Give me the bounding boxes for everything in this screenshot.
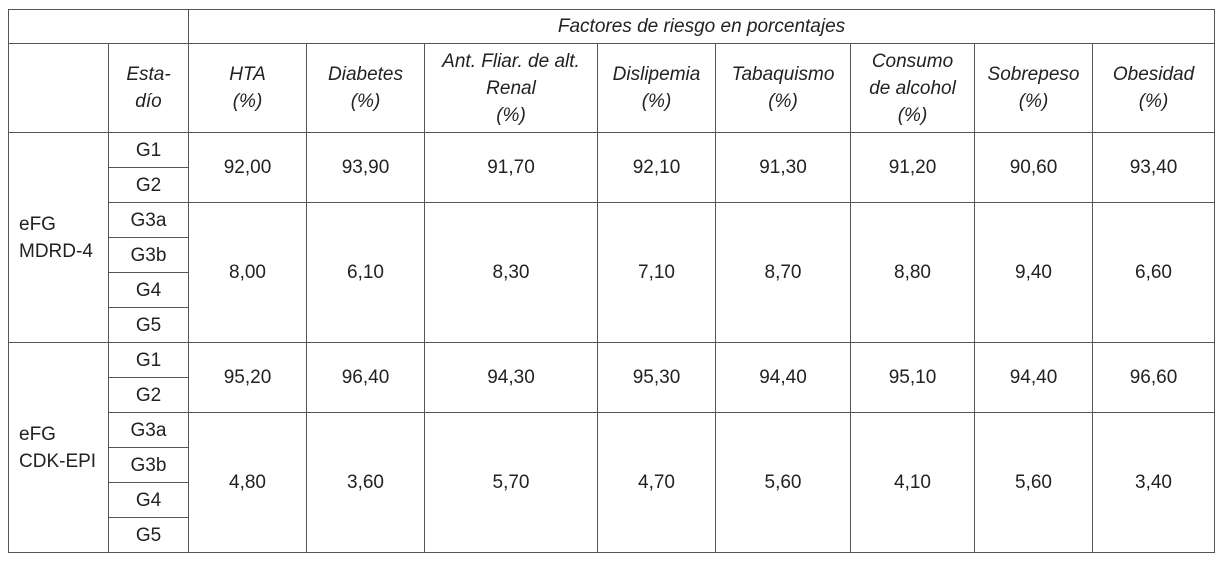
- method-label-cdk-epi: eFG CDK-EPI: [8, 342, 109, 553]
- stage-cell: G3b: [108, 237, 189, 273]
- value-cell: 4,80: [188, 412, 307, 553]
- value-cell: 8,80: [850, 202, 975, 343]
- value-cell: 96,60: [1091, 342, 1216, 413]
- value-cell: 9,40: [974, 202, 1093, 343]
- column-header-alcohol: Consumo de alcohol (%): [850, 43, 975, 133]
- column-header-obesity: Obesidad (%): [1091, 43, 1216, 133]
- value-cell: 94,40: [974, 342, 1093, 413]
- value-cell: 4,10: [850, 412, 975, 553]
- stage-cell: G4: [108, 272, 189, 308]
- stage-cell: G3a: [108, 202, 189, 238]
- value-cell: 7,10: [597, 202, 716, 343]
- column-header-renal-history: Ant. Fliar. de alt. Renal (%): [424, 43, 598, 133]
- value-cell: 96,40: [306, 342, 425, 413]
- value-cell: 91,20: [850, 132, 975, 203]
- value-cell: 90,60: [974, 132, 1093, 203]
- table-title: Factores de riesgo en porcentajes: [187, 9, 1216, 44]
- value-cell: 4,70: [597, 412, 716, 553]
- value-cell: 8,30: [424, 202, 598, 343]
- method-label-mdrd: eFG MDRD-4: [8, 132, 109, 343]
- method-header-cell: [8, 43, 109, 133]
- value-cell: 3,40: [1091, 412, 1216, 553]
- stage-cell: G3b: [108, 447, 189, 483]
- value-cell: 95,30: [597, 342, 716, 413]
- stage-cell: G3a: [108, 412, 189, 448]
- value-cell: 91,70: [424, 132, 598, 203]
- corner-cell: [8, 9, 189, 44]
- risk-factors-table: Factores de riesgo en porcentajes Esta- …: [8, 9, 1216, 553]
- stage-cell: G1: [108, 132, 189, 168]
- value-cell: 95,10: [850, 342, 975, 413]
- stage-cell: G4: [108, 482, 189, 518]
- column-header-hta: HTA (%): [188, 43, 307, 133]
- value-cell: 5,60: [715, 412, 851, 553]
- value-cell: 94,30: [424, 342, 598, 413]
- value-cell: 94,40: [715, 342, 851, 413]
- value-cell: 92,10: [597, 132, 716, 203]
- column-header-overweight: Sobrepeso (%): [974, 43, 1093, 133]
- value-cell: 3,60: [306, 412, 425, 553]
- value-cell: 5,60: [974, 412, 1093, 553]
- stage-cell: G1: [108, 342, 189, 378]
- stage-header: Esta- dío: [108, 43, 189, 133]
- stage-cell: G2: [108, 377, 189, 413]
- value-cell: 93,40: [1091, 132, 1216, 203]
- value-cell: 93,90: [306, 132, 425, 203]
- value-cell: 92,00: [188, 132, 307, 203]
- value-cell: 8,00: [188, 202, 307, 343]
- stage-cell: G5: [108, 307, 189, 343]
- stage-cell: G5: [108, 517, 189, 553]
- column-header-smoking: Tabaquismo (%): [715, 43, 851, 133]
- stage-cell: G2: [108, 167, 189, 203]
- column-header-dyslipidemia: Dislipemia (%): [597, 43, 716, 133]
- value-cell: 91,30: [715, 132, 851, 203]
- value-cell: 8,70: [715, 202, 851, 343]
- column-header-diabetes: Diabetes (%): [306, 43, 425, 133]
- value-cell: 6,10: [306, 202, 425, 343]
- value-cell: 95,20: [188, 342, 307, 413]
- value-cell: 6,60: [1091, 202, 1216, 343]
- value-cell: 5,70: [424, 412, 598, 553]
